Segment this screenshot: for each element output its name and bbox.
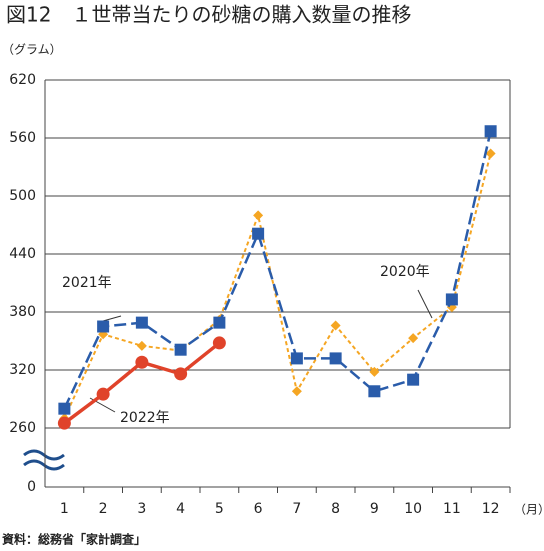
marker <box>484 125 497 138</box>
x-tick-label: 11 <box>443 501 461 517</box>
x-tick-label: 4 <box>176 501 185 517</box>
marker <box>96 387 110 401</box>
y-tick-label: 440 <box>9 246 36 262</box>
y-tick-label: 500 <box>9 188 36 204</box>
marker <box>408 333 419 344</box>
marker <box>407 373 420 386</box>
marker <box>136 340 147 351</box>
marker <box>252 227 265 240</box>
marker <box>291 386 302 397</box>
y-tick-label: 320 <box>9 362 36 378</box>
marker <box>485 148 496 159</box>
series-line <box>63 153 492 419</box>
series-label: 2022年 <box>120 410 170 426</box>
marker <box>445 293 458 306</box>
series-line <box>63 130 492 410</box>
x-tick-label: 6 <box>254 501 263 517</box>
marker <box>330 320 341 331</box>
marker <box>253 210 264 221</box>
marker <box>369 366 380 377</box>
leader-line <box>102 315 122 322</box>
marker <box>174 367 188 381</box>
marker <box>135 355 149 369</box>
marker <box>368 385 381 398</box>
marker <box>212 336 226 350</box>
marker <box>97 320 110 333</box>
x-tick-label: 12 <box>482 501 500 517</box>
marker <box>58 402 71 415</box>
series-label: 2020年 <box>380 264 430 280</box>
marker <box>213 316 226 329</box>
chart-title: 図12 １世帯当たりの砂糖の購入数量の推移 <box>6 3 411 27</box>
marker <box>57 416 71 430</box>
y-unit: （グラム） <box>2 43 62 57</box>
y-tick-label: 620 <box>9 72 36 88</box>
x-tick-label: 10 <box>404 501 422 517</box>
x-tick-label: 7 <box>292 501 301 517</box>
x-tick-label: 1 <box>60 501 69 517</box>
marker <box>174 343 187 356</box>
y-tick-label: 380 <box>9 304 36 320</box>
marker <box>290 352 303 365</box>
axis-break <box>23 449 65 471</box>
leader-line <box>417 289 433 319</box>
x-tick-label: 8 <box>331 501 340 517</box>
series-label: 2021年 <box>62 275 112 291</box>
x-unit: （月） <box>514 503 544 517</box>
y-tick-label: 260 <box>9 420 36 436</box>
x-tick-label: 2 <box>99 501 108 517</box>
source: 資料：総務省「家計調査」 <box>2 532 146 547</box>
x-tick-label: 3 <box>137 501 146 517</box>
y-tick-label: 560 <box>9 130 36 146</box>
x-tick-label: 5 <box>215 501 224 517</box>
x-tick-label: 9 <box>370 501 379 517</box>
y-tick-label: 0 <box>27 479 36 495</box>
marker <box>329 352 342 365</box>
marker <box>135 316 148 329</box>
